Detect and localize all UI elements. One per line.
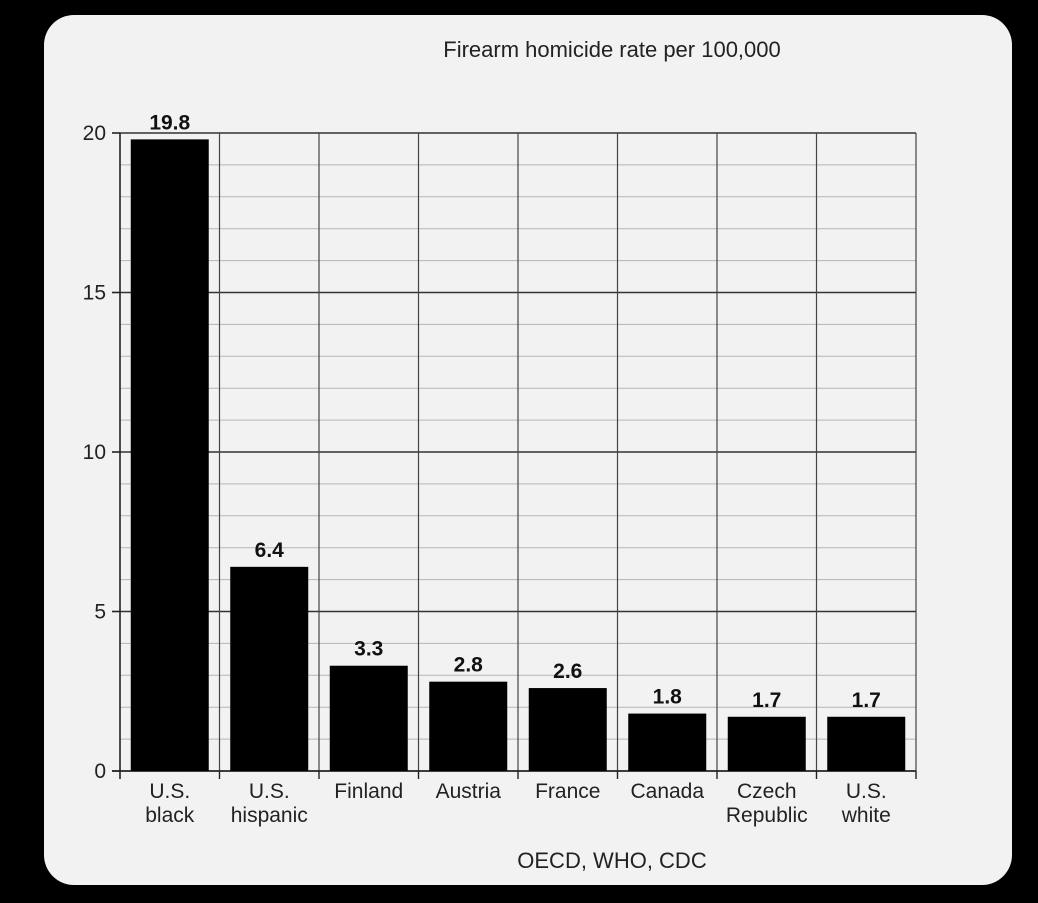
y-tick-label: 10 [83, 441, 106, 464]
bar [628, 713, 707, 771]
bar [727, 716, 806, 771]
x-category-label-line: Canada [630, 780, 704, 803]
x-category-label: France [535, 780, 600, 803]
x-category-label-line: France [535, 780, 600, 803]
x-category-label-line: U.S. [846, 780, 887, 803]
data-label: 1.7 [752, 689, 781, 712]
data-label: 6.4 [255, 539, 285, 562]
x-category-label: Canada [630, 780, 704, 803]
data-label: 1.7 [852, 689, 881, 712]
bar [130, 139, 209, 771]
x-category-label-line: hispanic [231, 804, 308, 827]
x-category-label-line: Republic [726, 804, 808, 827]
bar [329, 665, 408, 771]
chart-source: OECD, WHO, CDC [517, 848, 707, 873]
x-category-label: U.S. white [841, 780, 891, 827]
x-category-label: Austria [436, 780, 502, 803]
x-category-label-line: U.S. [149, 780, 190, 803]
y-tick-label: 5 [94, 601, 106, 624]
x-category-label-line: white [841, 804, 891, 827]
bar [827, 716, 906, 771]
x-category-label-line: black [145, 804, 195, 827]
x-category-label-line: Czech [737, 780, 797, 803]
y-tick-label: 0 [94, 760, 106, 783]
x-category-label-line: Austria [436, 780, 502, 803]
chart-title: Firearm homicide rate per 100,000 [443, 37, 781, 62]
x-category-label: U.S. hispanic [231, 780, 308, 827]
x-category-label: Finland [334, 780, 403, 803]
y-tick-label: 20 [83, 122, 106, 145]
x-category-label-line: Finland [334, 780, 403, 803]
data-label: 2.8 [454, 654, 484, 677]
y-tick-label: 15 [83, 282, 106, 305]
chart-card: Firearm homicide rate per 100,000 0 5 10 15… [44, 15, 1012, 885]
bar [528, 688, 607, 771]
data-label: 2.6 [553, 660, 582, 683]
data-label: 19.8 [149, 111, 190, 134]
x-category-label: Czech Republic [726, 780, 808, 827]
data-label: 3.3 [354, 638, 383, 661]
bar [230, 566, 309, 771]
x-category-label: U.S. black [145, 780, 195, 827]
bar-chart: Firearm homicide rate per 100,000 0 5 10 15… [83, 37, 917, 873]
data-label: 1.8 [653, 686, 683, 709]
bar [429, 681, 508, 771]
x-category-label-line: U.S. [249, 780, 290, 803]
